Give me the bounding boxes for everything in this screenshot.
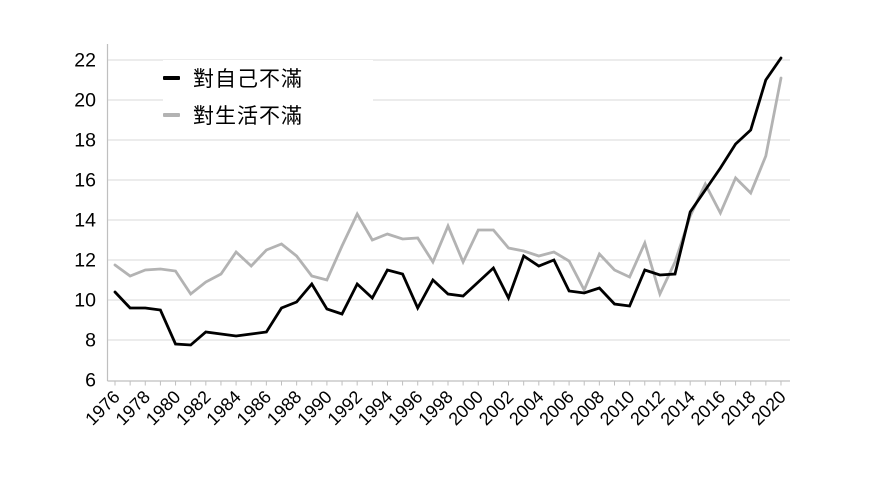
legend-line-sample-gray [163,112,180,117]
legend: 對自己不滿 對生活不滿 [163,60,373,132]
x-tick-label: 2020 [747,387,789,429]
legend-label-dissatisfied-with-life: 對生活不滿 [193,104,303,128]
legend-line-sample-black [163,75,180,80]
y-tick-label: 6 [85,370,96,392]
y-tick-label: 16 [74,170,96,192]
y-tick-label: 20 [74,90,96,112]
y-tick-label: 10 [74,290,96,312]
series-line-dissatisfied-with-self [113,56,783,347]
y-tick-label: 8 [85,330,96,352]
legend-item-dissatisfied-with-life: 對生活不滿 [163,101,373,128]
y-tick-label: 14 [74,210,96,232]
y-tick-label: 12 [74,250,96,272]
y-tick-label: 22 [74,50,96,72]
legend-label-dissatisfied-with-self: 對自己不滿 [193,67,303,91]
y-tick-label: 18 [74,130,96,152]
series-line-dissatisfied-with-life [113,76,783,298]
legend-item-dissatisfied-with-self: 對自己不滿 [163,64,373,91]
